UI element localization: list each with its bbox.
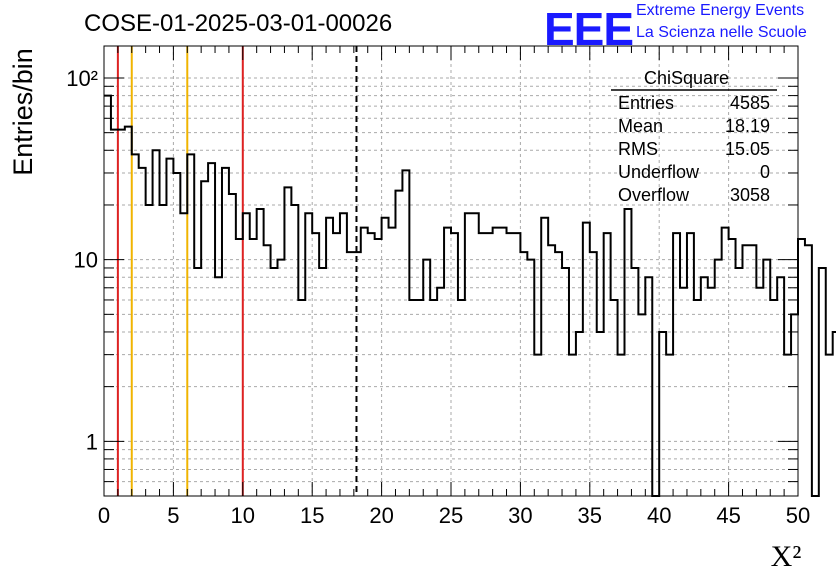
- histogram-outline: [104, 94, 836, 497]
- x-tick-label: 45: [716, 503, 740, 528]
- reference-lines: [116, 46, 358, 496]
- x-tick-label: 30: [508, 503, 532, 528]
- x-tick-label: 25: [439, 503, 463, 528]
- x-axis-label: X²: [771, 540, 802, 572]
- x-axis-ticks: [103, 46, 799, 496]
- brand-line-2: La Scienza nelle Scuole: [636, 24, 807, 41]
- stats-value: 15.05: [724, 139, 770, 159]
- stats-value: 18.19: [724, 116, 770, 136]
- stats-box-title: ChiSquare: [644, 68, 730, 88]
- x-tick-labels: 0 5 10 15 20 25 30 35 40 45 50: [98, 503, 810, 528]
- y-tick-label: 1: [86, 429, 98, 454]
- y-axis-ticks: [104, 77, 798, 497]
- x-tick-label: 15: [300, 503, 324, 528]
- y-axis-label: Entries/bin: [8, 48, 38, 176]
- run-title: COSE-01-2025-03-01-00026: [84, 10, 393, 37]
- y-tick-label: 10²: [66, 66, 98, 91]
- eee-logo: EEE: [544, 3, 634, 55]
- x-tick-label: 50: [786, 503, 810, 528]
- y-tick-labels: 1 10 10²: [66, 66, 98, 454]
- stats-value: 4585: [729, 93, 770, 113]
- stats-value: 3058: [729, 185, 770, 205]
- x-tick-label: 10: [231, 503, 255, 528]
- stats-label: Mean: [618, 116, 664, 136]
- x-tick-label: 20: [369, 503, 393, 528]
- x-tick-label: 0: [98, 503, 110, 528]
- stats-label: RMS: [618, 139, 658, 159]
- brand-line-1: Extreme Energy Events: [636, 2, 805, 19]
- grid-lines: [104, 46, 798, 497]
- y-tick-label: 10: [74, 248, 98, 273]
- stats-label: Underflow: [618, 162, 700, 182]
- x-tick-label: 5: [167, 503, 179, 528]
- x-tick-label: 35: [578, 503, 602, 528]
- stats-label: Entries: [618, 93, 675, 113]
- stats-label: Overflow: [618, 185, 690, 205]
- x-tick-label: 40: [647, 503, 671, 528]
- stats-value: 0: [759, 162, 770, 182]
